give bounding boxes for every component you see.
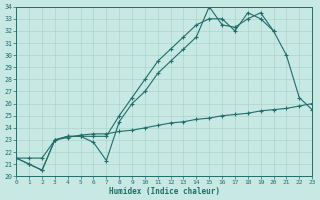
X-axis label: Humidex (Indice chaleur): Humidex (Indice chaleur) <box>109 187 220 196</box>
